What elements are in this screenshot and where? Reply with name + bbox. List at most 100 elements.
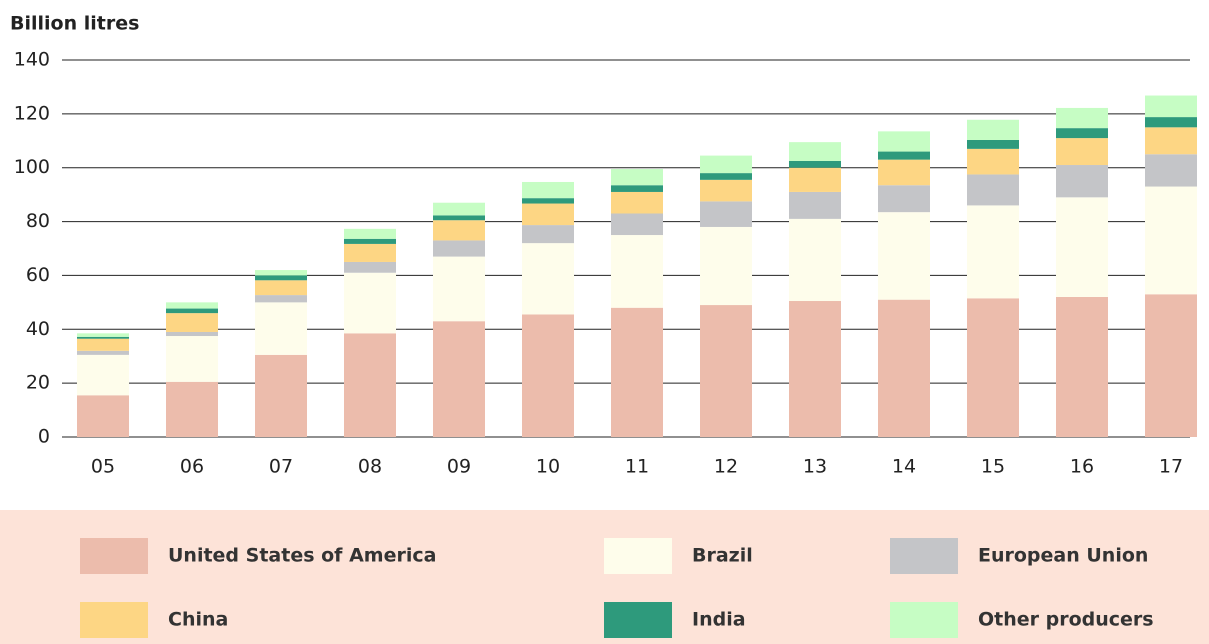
- legend-label: China: [168, 609, 228, 631]
- bar-segment: [166, 381, 218, 437]
- bar-segment: [611, 213, 663, 236]
- legend-swatch: [604, 602, 672, 638]
- bar-segment: [344, 261, 396, 273]
- bar-segment: [611, 191, 663, 214]
- bar-segment: [166, 336, 218, 382]
- bar-segment: [166, 302, 218, 309]
- bar-segment: [789, 167, 841, 192]
- bar-segment: [611, 235, 663, 308]
- bar-segment: [77, 354, 129, 396]
- bar-segment: [522, 203, 574, 226]
- bar-segment: [967, 119, 1019, 140]
- bar-segment: [700, 179, 752, 202]
- bar-segment: [1145, 95, 1197, 118]
- bar-segment: [433, 240, 485, 257]
- bar-segment: [700, 173, 752, 180]
- y-tick-label: 120: [14, 102, 50, 124]
- bar-segment: [344, 228, 396, 239]
- bar-segment: [967, 174, 1019, 206]
- legend-label: Other producers: [978, 609, 1154, 631]
- bar-segment: [789, 301, 841, 437]
- bar-segment: [433, 256, 485, 322]
- bar-segment: [255, 280, 307, 296]
- y-tick-label: 40: [26, 318, 50, 340]
- bar-segment: [433, 202, 485, 216]
- bar-segment: [77, 350, 129, 355]
- bar-segment: [789, 160, 841, 168]
- x-tick-label: 06: [180, 456, 204, 478]
- bar-segment: [522, 225, 574, 244]
- legend-swatch: [890, 602, 958, 638]
- bar-segment: [1145, 154, 1197, 187]
- bar-segment: [700, 226, 752, 306]
- y-tick-label: 80: [26, 210, 50, 232]
- bar-segment: [344, 238, 396, 244]
- bar-segment: [878, 299, 930, 437]
- legend-label: United States of America: [168, 545, 436, 567]
- bar-segment: [700, 155, 752, 174]
- bar-segment: [967, 148, 1019, 175]
- bar-segment: [1056, 197, 1108, 297]
- y-tick-label: 20: [26, 372, 50, 394]
- y-tick-label: 100: [14, 156, 50, 178]
- bar-segment: [522, 243, 574, 315]
- y-tick-label: 140: [14, 49, 50, 71]
- x-tick-label: 07: [269, 456, 293, 478]
- bar-segment: [255, 354, 307, 437]
- y-tick-label: 60: [26, 264, 50, 286]
- legend-label: India: [692, 609, 746, 631]
- bar-segment: [789, 142, 841, 161]
- y-axis-label: Billion litres: [10, 13, 139, 35]
- bar-segment: [77, 395, 129, 437]
- bar-segment: [255, 270, 307, 276]
- bar-segment: [433, 220, 485, 241]
- bar-segment: [1056, 296, 1108, 437]
- x-tick-label: 15: [981, 456, 1005, 478]
- bar-segment: [700, 305, 752, 437]
- bar-segment: [789, 191, 841, 219]
- legend-swatch: [80, 538, 148, 574]
- bar-segment: [166, 331, 218, 337]
- bar-segment: [166, 308, 218, 314]
- y-tick-label: 0: [38, 426, 50, 448]
- bar-segment: [522, 198, 574, 204]
- bar-segment: [77, 333, 129, 337]
- bar-segment: [967, 205, 1019, 299]
- bar-segment: [522, 181, 574, 199]
- bar-segment: [433, 215, 485, 221]
- bar-segment: [1145, 127, 1197, 155]
- bar-segment: [1145, 117, 1197, 128]
- x-tick-label: 17: [1159, 456, 1183, 478]
- bar-segment: [433, 321, 485, 437]
- x-tick-label: 10: [536, 456, 560, 478]
- bar-segment: [1145, 186, 1197, 295]
- bar-segment: [878, 212, 930, 300]
- legend-label: Brazil: [692, 545, 753, 567]
- bar-segment: [255, 275, 307, 281]
- bar-segment: [967, 298, 1019, 437]
- x-tick-label: 12: [714, 456, 738, 478]
- bar-segment: [611, 169, 663, 186]
- bar-segment: [700, 201, 752, 227]
- x-tick-label: 16: [1070, 456, 1094, 478]
- bar-segment: [77, 338, 129, 351]
- bar-segment: [611, 185, 663, 192]
- x-tick-label: 08: [358, 456, 382, 478]
- legend-label: European Union: [978, 545, 1148, 567]
- bar-segment: [255, 295, 307, 303]
- legend-swatch: [80, 602, 148, 638]
- bar-segment: [255, 302, 307, 355]
- bar-segment: [789, 218, 841, 302]
- bar-segment: [344, 333, 396, 437]
- x-tick-label: 05: [91, 456, 115, 478]
- x-tick-label: 11: [625, 456, 649, 478]
- bar-segment: [878, 151, 930, 160]
- x-tick-label: 09: [447, 456, 471, 478]
- x-tick-label: 14: [892, 456, 916, 478]
- bar-segment: [878, 185, 930, 213]
- bar-segment: [166, 313, 218, 332]
- bar-segment: [878, 131, 930, 152]
- bar-segment: [967, 139, 1019, 149]
- bar-segment: [1056, 128, 1108, 139]
